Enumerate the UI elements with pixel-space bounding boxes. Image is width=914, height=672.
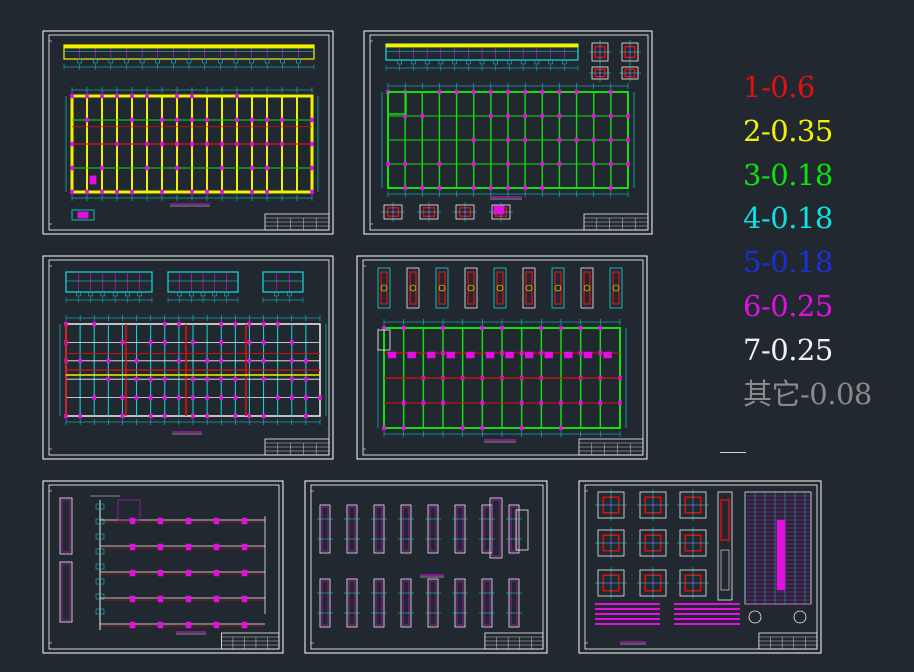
legend-item-other: 其它-0.08 (743, 376, 872, 411)
stray-mark (720, 452, 746, 453)
sheet-1 (42, 30, 334, 235)
legend-item-5: 5-0.18 (743, 245, 833, 280)
sheet-5 (42, 480, 284, 654)
legend-item-1: 1-0.6 (743, 70, 815, 104)
legend-item-3: 3-0.18 (743, 157, 833, 192)
sheet-6 (304, 480, 548, 654)
lineweight-legend: 1-0.6 2-0.35 3-0.18 4-0.18 5-0.18 6-0.25… (743, 66, 908, 416)
sheet-3 (42, 255, 334, 460)
legend-item-6: 6-0.25 (743, 288, 833, 323)
sheet-7 (578, 480, 822, 654)
legend-item-2: 2-0.35 (743, 113, 833, 148)
sheet-2 (363, 30, 653, 235)
legend-item-7: 7-0.25 (743, 332, 833, 367)
sheet-4 (356, 255, 648, 460)
legend-item-4: 4-0.18 (743, 201, 833, 236)
